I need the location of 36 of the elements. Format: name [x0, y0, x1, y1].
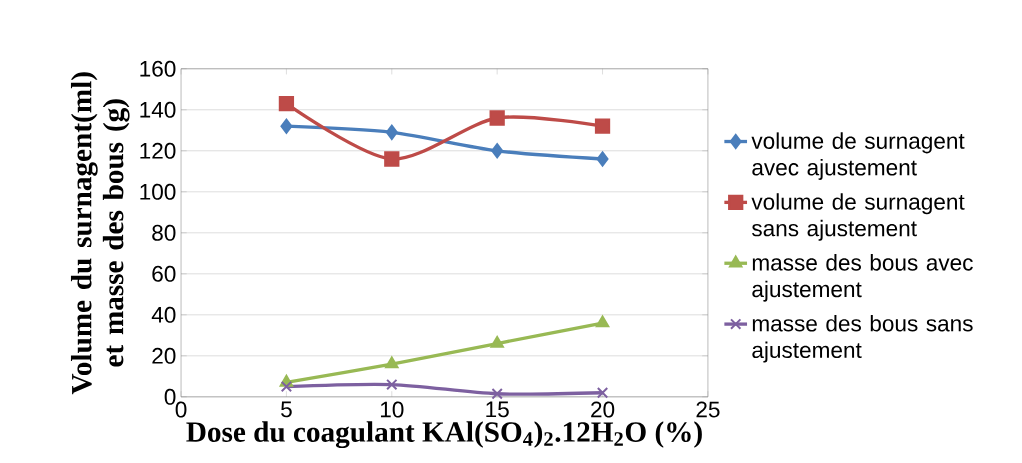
legend-label: volume de surnagent sans ajustement: [751, 193, 965, 241]
y-tick-label: 160: [140, 60, 176, 77]
point: [278, 95, 295, 112]
x-tick-label: 0: [175, 401, 187, 418]
point: [280, 380, 293, 393]
point: [491, 143, 504, 159]
point: [384, 151, 400, 167]
x-tick-label: 20: [591, 401, 615, 418]
point: [594, 118, 611, 134]
legend-label: masse des bous avec ajustement: [752, 254, 973, 302]
x-tick-label: 5: [281, 401, 292, 418]
y-tick-label: 20: [152, 347, 176, 364]
y-tick-label: 0: [164, 388, 176, 405]
point: [596, 387, 609, 399]
point: [491, 388, 503, 400]
x-tick-label: 15: [486, 401, 509, 418]
y-axis-title: Volume du surnagent(ml) et masse des bous (g): [70, 72, 130, 395]
x-tick-label: 10: [380, 401, 404, 418]
point: [386, 378, 398, 391]
x-axis-title: Dose du coagulant KAl(SO$_{4}$)$_{2}$.12H$_{2}$O (%): [186, 421, 702, 449]
point: [596, 151, 609, 167]
y-tick-label: 120: [140, 142, 176, 159]
y-tick-label: 60: [152, 265, 176, 282]
point: [280, 118, 293, 134]
y-tick-label: 40: [151, 306, 176, 323]
legend-label: masse des bous sans ajustement: [752, 314, 973, 363]
y-tick-label: 100: [140, 183, 176, 200]
point: [489, 110, 505, 126]
y-tick-label: 140: [140, 101, 176, 118]
point: [490, 335, 504, 348]
y-tick-label: 80: [152, 224, 176, 241]
legend-label: volume de surnagent avec ajustement: [751, 132, 965, 180]
x-tick-label: 25: [696, 401, 720, 418]
point: [385, 124, 398, 140]
point: [595, 315, 610, 328]
point: [385, 356, 399, 369]
